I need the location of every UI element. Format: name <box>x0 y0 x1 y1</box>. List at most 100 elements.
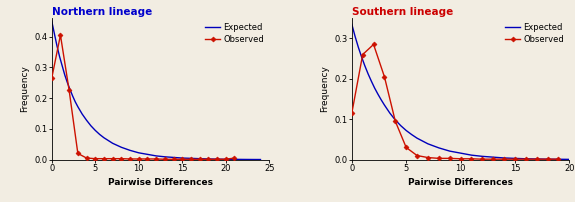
Observed <box>57 34 64 36</box>
Expected <box>555 158 562 160</box>
Expected <box>135 152 142 154</box>
Expected <box>213 158 220 160</box>
Expected <box>544 158 551 160</box>
Observed <box>109 157 116 160</box>
Observed <box>435 157 442 160</box>
Expected <box>257 158 264 161</box>
Observed <box>101 157 108 160</box>
Expected <box>126 149 133 152</box>
Y-axis label: Frequency: Frequency <box>20 65 29 112</box>
Observed <box>348 112 355 114</box>
Expected <box>92 129 99 132</box>
Observed <box>511 158 518 160</box>
Observed <box>402 146 409 149</box>
Expected <box>118 146 125 148</box>
Legend: Expected, Observed: Expected, Observed <box>202 20 267 47</box>
Expected <box>72 101 79 103</box>
Expected <box>435 147 442 149</box>
Observed <box>446 157 453 160</box>
Observed <box>370 43 377 46</box>
Expected <box>74 105 81 108</box>
Expected <box>362 65 369 67</box>
Expected <box>162 156 168 158</box>
Observed <box>66 89 72 92</box>
Observed <box>83 157 90 159</box>
Observed <box>179 158 186 160</box>
Observed <box>74 152 81 155</box>
Observed <box>92 157 99 160</box>
Observed <box>231 157 238 159</box>
Observed <box>544 158 551 160</box>
Expected <box>196 157 203 160</box>
Observed <box>392 120 398 122</box>
Expected <box>511 157 518 160</box>
Expected <box>59 65 66 67</box>
Expected <box>397 124 404 127</box>
Y-axis label: Frequency: Frequency <box>320 65 329 112</box>
Expected <box>386 112 393 114</box>
Observed <box>144 158 151 160</box>
Expected <box>348 23 355 25</box>
Expected <box>378 99 385 101</box>
Expected <box>83 119 90 121</box>
Expected <box>457 152 464 154</box>
Expected <box>522 158 529 160</box>
Expected <box>64 82 71 84</box>
Expected <box>48 20 55 22</box>
Observed <box>555 158 562 160</box>
Expected <box>424 143 431 145</box>
Text: Northern lineage: Northern lineage <box>52 7 152 17</box>
Expected <box>79 113 86 115</box>
Expected <box>408 133 415 136</box>
Line: Observed: Observed <box>350 43 560 161</box>
Observed <box>381 76 388 78</box>
Line: Expected: Expected <box>352 24 569 159</box>
Observed <box>196 158 203 160</box>
Expected <box>240 158 247 161</box>
Line: Expected: Expected <box>52 21 260 160</box>
Expected <box>231 158 238 161</box>
Expected <box>446 150 453 152</box>
Expected <box>368 80 375 82</box>
X-axis label: Pairwise Differences: Pairwise Differences <box>108 178 213 187</box>
Expected <box>392 119 398 121</box>
Expected <box>67 88 74 91</box>
Line: Observed: Observed <box>50 33 236 161</box>
Expected <box>187 157 194 160</box>
Expected <box>87 125 94 127</box>
Expected <box>223 158 229 160</box>
Expected <box>374 93 381 95</box>
Observed <box>533 158 540 160</box>
Expected <box>533 158 540 160</box>
Observed <box>118 157 125 160</box>
Expected <box>365 73 371 75</box>
Expected <box>371 87 378 89</box>
Legend: Expected, Observed: Expected, Observed <box>502 20 568 47</box>
Expected <box>490 156 497 158</box>
Expected <box>205 158 212 160</box>
Observed <box>213 158 220 160</box>
Expected <box>53 45 60 47</box>
Observed <box>479 158 486 160</box>
Expected <box>358 56 365 58</box>
Expected <box>468 154 475 156</box>
Observed <box>501 158 508 160</box>
Expected <box>355 46 362 48</box>
Observed <box>48 77 55 79</box>
Observed <box>424 156 431 159</box>
Observed <box>522 158 529 160</box>
Observed <box>187 158 194 160</box>
Expected <box>479 155 486 158</box>
Expected <box>352 35 359 38</box>
Expected <box>101 137 108 139</box>
Expected <box>153 155 160 157</box>
Observed <box>126 158 133 160</box>
Expected <box>566 158 573 161</box>
Expected <box>56 55 63 58</box>
Observed <box>205 158 212 160</box>
Expected <box>170 156 177 159</box>
Observed <box>135 158 142 160</box>
X-axis label: Pairwise Differences: Pairwise Differences <box>408 178 513 187</box>
Expected <box>109 142 116 144</box>
Expected <box>413 137 420 139</box>
